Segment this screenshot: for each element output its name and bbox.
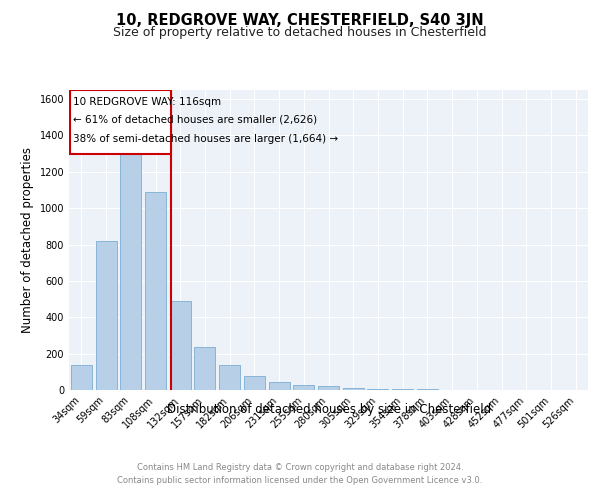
Bar [244, 376, 265, 390]
Bar [70, 90, 171, 154]
Text: Distribution of detached houses by size in Chesterfield: Distribution of detached houses by size … [167, 402, 491, 415]
Bar [219, 364, 240, 390]
Text: Contains HM Land Registry data © Crown copyright and database right 2024.: Contains HM Land Registry data © Crown c… [137, 462, 463, 471]
Bar [170, 301, 191, 390]
Text: Contains public sector information licensed under the Open Government Licence v3: Contains public sector information licen… [118, 476, 482, 485]
Bar [145, 192, 166, 390]
Text: 10, REDGROVE WAY, CHESTERFIELD, S40 3JN: 10, REDGROVE WAY, CHESTERFIELD, S40 3JN [116, 12, 484, 28]
Bar [392, 389, 413, 390]
Text: 10 REDGROVE WAY: 116sqm: 10 REDGROVE WAY: 116sqm [73, 98, 221, 108]
Bar [71, 364, 92, 390]
Text: ← 61% of detached houses are smaller (2,626): ← 61% of detached houses are smaller (2,… [73, 114, 317, 124]
Bar [367, 388, 388, 390]
Text: 38% of semi-detached houses are larger (1,664) →: 38% of semi-detached houses are larger (… [73, 134, 338, 143]
Text: Size of property relative to detached houses in Chesterfield: Size of property relative to detached ho… [113, 26, 487, 39]
Bar [318, 386, 339, 390]
Bar [343, 388, 364, 390]
Bar [120, 154, 141, 390]
Y-axis label: Number of detached properties: Number of detached properties [21, 147, 34, 333]
Bar [194, 348, 215, 390]
Bar [269, 382, 290, 390]
Bar [95, 241, 116, 390]
Bar [293, 384, 314, 390]
